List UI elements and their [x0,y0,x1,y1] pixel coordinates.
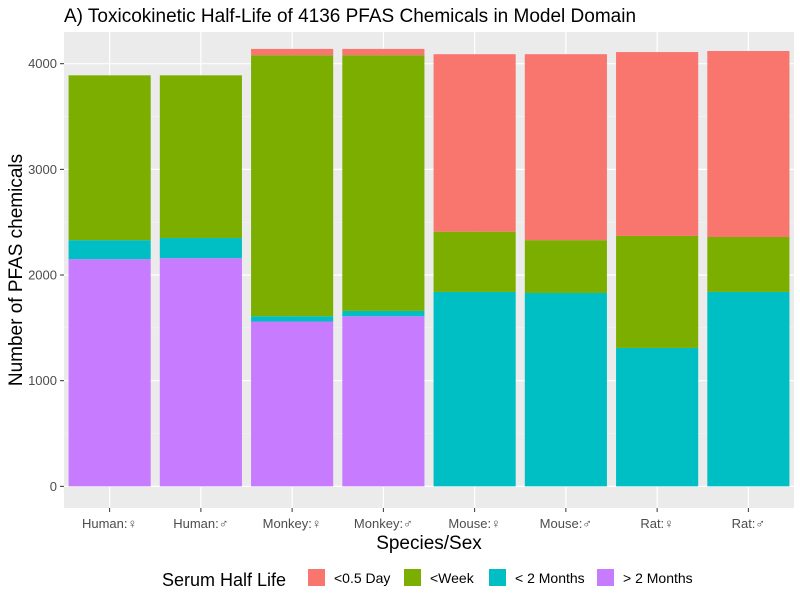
bar-segment [68,75,151,241]
x-axis-title: Species/Sex [376,533,482,554]
bar-segment [616,347,699,487]
x-tick-label: Rat:♀ [640,516,674,531]
bar-segment [342,310,425,317]
x-tick-label: Monkey:♀ [263,516,322,531]
bar-segment [251,321,334,487]
bar-segment [707,291,790,487]
legend-key [597,569,614,586]
legend-key [489,569,506,586]
bar-segment [68,240,151,260]
bar-segment [159,238,242,259]
bar-segment [251,48,334,56]
legend: Serum Half Life <0.5 Day <Week < 2 Months >… [162,569,693,590]
legend-key [308,569,325,586]
bar-segment [707,51,790,237]
x-tick-label: Human:♀ [82,516,137,531]
bar-segment [342,48,425,56]
y-tick-label: 1000 [28,373,57,388]
bar-segment [524,292,607,487]
bar-segment [159,75,242,239]
bar-segment [524,54,607,241]
bar-segment [342,55,425,311]
y-axis-title: Number of PFAS chemicals [6,154,27,386]
chart-title: A) Toxicokinetic Half-Life of 4136 PFAS … [64,6,636,27]
bar-segment [251,316,334,322]
bar-segment [159,258,242,487]
legend-label: <Week [430,570,475,586]
bars [68,48,790,487]
legend-title: Serum Half Life [162,570,286,590]
x-tick-label: Human:♂ [173,516,228,531]
legend-key [404,569,421,586]
y-tick-label: 0 [50,479,57,494]
y-tick-label: 2000 [28,268,57,283]
bar-segment [433,54,516,232]
x-tick-label: Monkey:♂ [354,516,413,531]
legend-label: <0.5 Day [334,570,390,586]
x-tick-label: Mouse:♀ [448,516,500,531]
bar-segment [433,291,516,487]
y-tick-label: 4000 [28,56,57,71]
legend-label: > 2 Months [623,570,693,586]
bar-segment [524,240,607,293]
x-tick-label: Rat:♂ [732,516,766,531]
x-axis: Human:♀ Human:♂ Monkey:♀ Monkey:♂ Mouse:♀ Mou… [82,508,765,531]
bar-segment [433,231,516,292]
bar-segment [68,259,151,487]
bar-segment [342,316,425,487]
bar-segment [616,235,699,348]
bar-segment [251,55,334,317]
bar-segment [616,52,699,236]
bar-segment [707,236,790,292]
x-tick-label: Mouse:♂ [540,516,592,531]
legend-label: < 2 Months [515,570,585,586]
y-axis: 0 1000 2000 3000 4000 [28,56,64,494]
y-tick-label: 3000 [28,162,57,177]
